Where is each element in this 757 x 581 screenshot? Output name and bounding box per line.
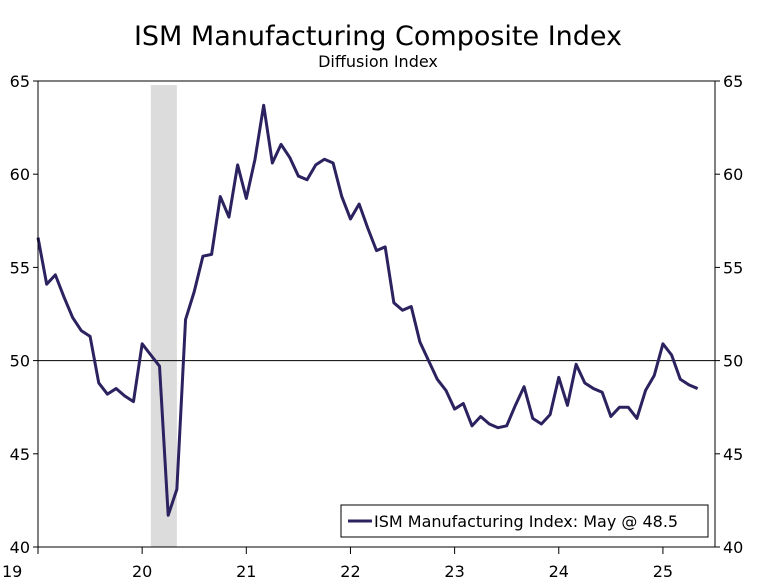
y-tick-label-right: 60 <box>723 165 743 184</box>
y-tick-label-left: 45 <box>10 445 30 464</box>
y-tick-label-right: 55 <box>723 258 743 277</box>
chart-title: ISM Manufacturing Composite Index <box>134 21 622 52</box>
legend-box <box>340 504 709 538</box>
y-tick-label-left: 60 <box>10 165 30 184</box>
x-tick-label: 21 <box>236 562 256 581</box>
y-tick-label-right: 50 <box>723 352 743 371</box>
y-tick-label-right: 40 <box>723 538 743 557</box>
y-tick-label-left: 55 <box>10 258 30 277</box>
shaded-region-layer <box>150 85 177 547</box>
y-tick-label-left: 40 <box>10 538 30 557</box>
x-tick-label: 20 <box>132 562 152 581</box>
x-tick-label: 22 <box>340 562 360 581</box>
plot-frame <box>37 80 716 548</box>
x-tick-label: 23 <box>444 562 464 581</box>
y-tick-label-right: 65 <box>723 72 743 91</box>
y-tick-label-left: 50 <box>10 352 30 371</box>
legend: ISM Manufacturing Index: May @ 48.5 <box>340 504 709 538</box>
x-tick-label: 24 <box>549 562 569 581</box>
y-tick-label-right: 45 <box>723 445 743 464</box>
x-axis: 19 20 21 22 23 24 25 <box>2 547 673 581</box>
chart-subtitle: Diffusion Index <box>318 52 438 71</box>
x-tick-label: 19 <box>2 562 22 581</box>
recession-shade <box>150 85 177 547</box>
legend-label: ISM Manufacturing Index: May @ 48.5 <box>374 512 678 531</box>
y-axis: 40 40 45 45 50 50 55 55 60 60 65 65 <box>10 72 744 557</box>
series-layer <box>36 103 699 517</box>
y-tick-label-left: 65 <box>10 72 30 91</box>
series-line-0 <box>36 103 699 517</box>
x-tick-label: 25 <box>653 562 673 581</box>
